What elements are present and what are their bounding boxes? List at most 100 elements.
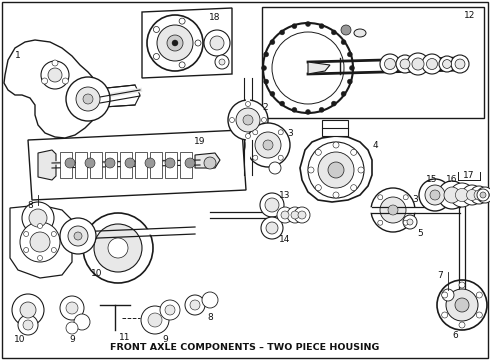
- Circle shape: [60, 296, 84, 320]
- Circle shape: [185, 158, 195, 168]
- Circle shape: [264, 79, 269, 84]
- Circle shape: [266, 222, 278, 234]
- Circle shape: [264, 52, 269, 57]
- Circle shape: [94, 224, 142, 272]
- Circle shape: [228, 100, 268, 140]
- Circle shape: [476, 292, 482, 298]
- Circle shape: [396, 55, 414, 73]
- Text: 7: 7: [437, 270, 443, 279]
- Circle shape: [160, 300, 180, 320]
- Circle shape: [333, 192, 339, 198]
- Circle shape: [12, 294, 44, 326]
- Circle shape: [358, 167, 364, 173]
- Circle shape: [380, 197, 406, 223]
- Circle shape: [437, 280, 487, 330]
- Circle shape: [236, 108, 260, 132]
- Bar: [262, 7, 484, 118]
- Circle shape: [403, 195, 408, 200]
- Circle shape: [450, 183, 474, 207]
- Circle shape: [60, 218, 96, 254]
- Circle shape: [441, 312, 448, 318]
- Polygon shape: [60, 152, 72, 178]
- Polygon shape: [4, 40, 100, 138]
- Circle shape: [371, 188, 415, 232]
- Circle shape: [277, 207, 293, 223]
- Circle shape: [481, 190, 490, 199]
- Circle shape: [442, 289, 454, 301]
- Polygon shape: [10, 205, 72, 278]
- Circle shape: [316, 149, 321, 155]
- Circle shape: [308, 142, 364, 198]
- Circle shape: [270, 91, 275, 96]
- Circle shape: [219, 59, 225, 65]
- Circle shape: [444, 187, 460, 203]
- Polygon shape: [120, 152, 132, 178]
- Text: 6: 6: [452, 330, 458, 339]
- Circle shape: [466, 189, 477, 201]
- Circle shape: [341, 40, 346, 45]
- Circle shape: [280, 101, 285, 106]
- Polygon shape: [135, 152, 147, 178]
- Circle shape: [38, 224, 43, 229]
- Circle shape: [66, 302, 78, 314]
- Text: 16: 16: [446, 175, 458, 184]
- Circle shape: [165, 158, 175, 168]
- Circle shape: [157, 25, 193, 61]
- Circle shape: [419, 179, 451, 211]
- Circle shape: [153, 27, 159, 32]
- Circle shape: [459, 322, 465, 328]
- Polygon shape: [180, 152, 192, 178]
- Circle shape: [446, 289, 478, 321]
- Circle shape: [305, 109, 311, 114]
- Circle shape: [52, 60, 58, 66]
- Text: 19: 19: [194, 138, 206, 147]
- Circle shape: [167, 35, 183, 51]
- Circle shape: [455, 59, 465, 69]
- Circle shape: [179, 62, 185, 68]
- Circle shape: [439, 56, 455, 72]
- Circle shape: [278, 130, 283, 135]
- Circle shape: [294, 207, 310, 223]
- Circle shape: [66, 322, 78, 334]
- Circle shape: [246, 123, 290, 167]
- Circle shape: [229, 117, 235, 122]
- Polygon shape: [165, 152, 177, 178]
- Circle shape: [385, 58, 395, 69]
- Polygon shape: [105, 152, 117, 178]
- Circle shape: [255, 132, 281, 158]
- Circle shape: [477, 187, 490, 203]
- Text: 1: 1: [15, 50, 21, 59]
- Circle shape: [292, 107, 297, 112]
- Circle shape: [462, 185, 482, 205]
- Circle shape: [328, 162, 344, 178]
- Text: FRONT AXLE COMPONENTS – TWO PIECE HOUSING: FRONT AXLE COMPONENTS – TWO PIECE HOUSIN…: [110, 343, 380, 352]
- Circle shape: [331, 30, 336, 35]
- Circle shape: [441, 292, 448, 298]
- Circle shape: [477, 189, 489, 201]
- Circle shape: [20, 302, 36, 318]
- Circle shape: [407, 53, 429, 75]
- Circle shape: [41, 61, 69, 89]
- Circle shape: [253, 130, 258, 135]
- Circle shape: [426, 58, 438, 69]
- Circle shape: [318, 152, 354, 188]
- Circle shape: [270, 40, 275, 45]
- Circle shape: [245, 102, 250, 107]
- Circle shape: [351, 185, 357, 191]
- Circle shape: [351, 149, 357, 155]
- Ellipse shape: [354, 29, 366, 37]
- Circle shape: [38, 256, 43, 261]
- Text: 12: 12: [465, 10, 476, 19]
- Circle shape: [68, 226, 88, 246]
- Circle shape: [331, 101, 336, 106]
- Circle shape: [153, 54, 159, 59]
- Circle shape: [165, 305, 175, 315]
- Circle shape: [147, 15, 203, 71]
- Text: 8: 8: [27, 202, 33, 211]
- Circle shape: [319, 24, 324, 29]
- Polygon shape: [142, 8, 232, 78]
- Circle shape: [292, 24, 297, 29]
- Circle shape: [480, 192, 486, 198]
- Circle shape: [470, 186, 488, 204]
- Circle shape: [380, 54, 400, 74]
